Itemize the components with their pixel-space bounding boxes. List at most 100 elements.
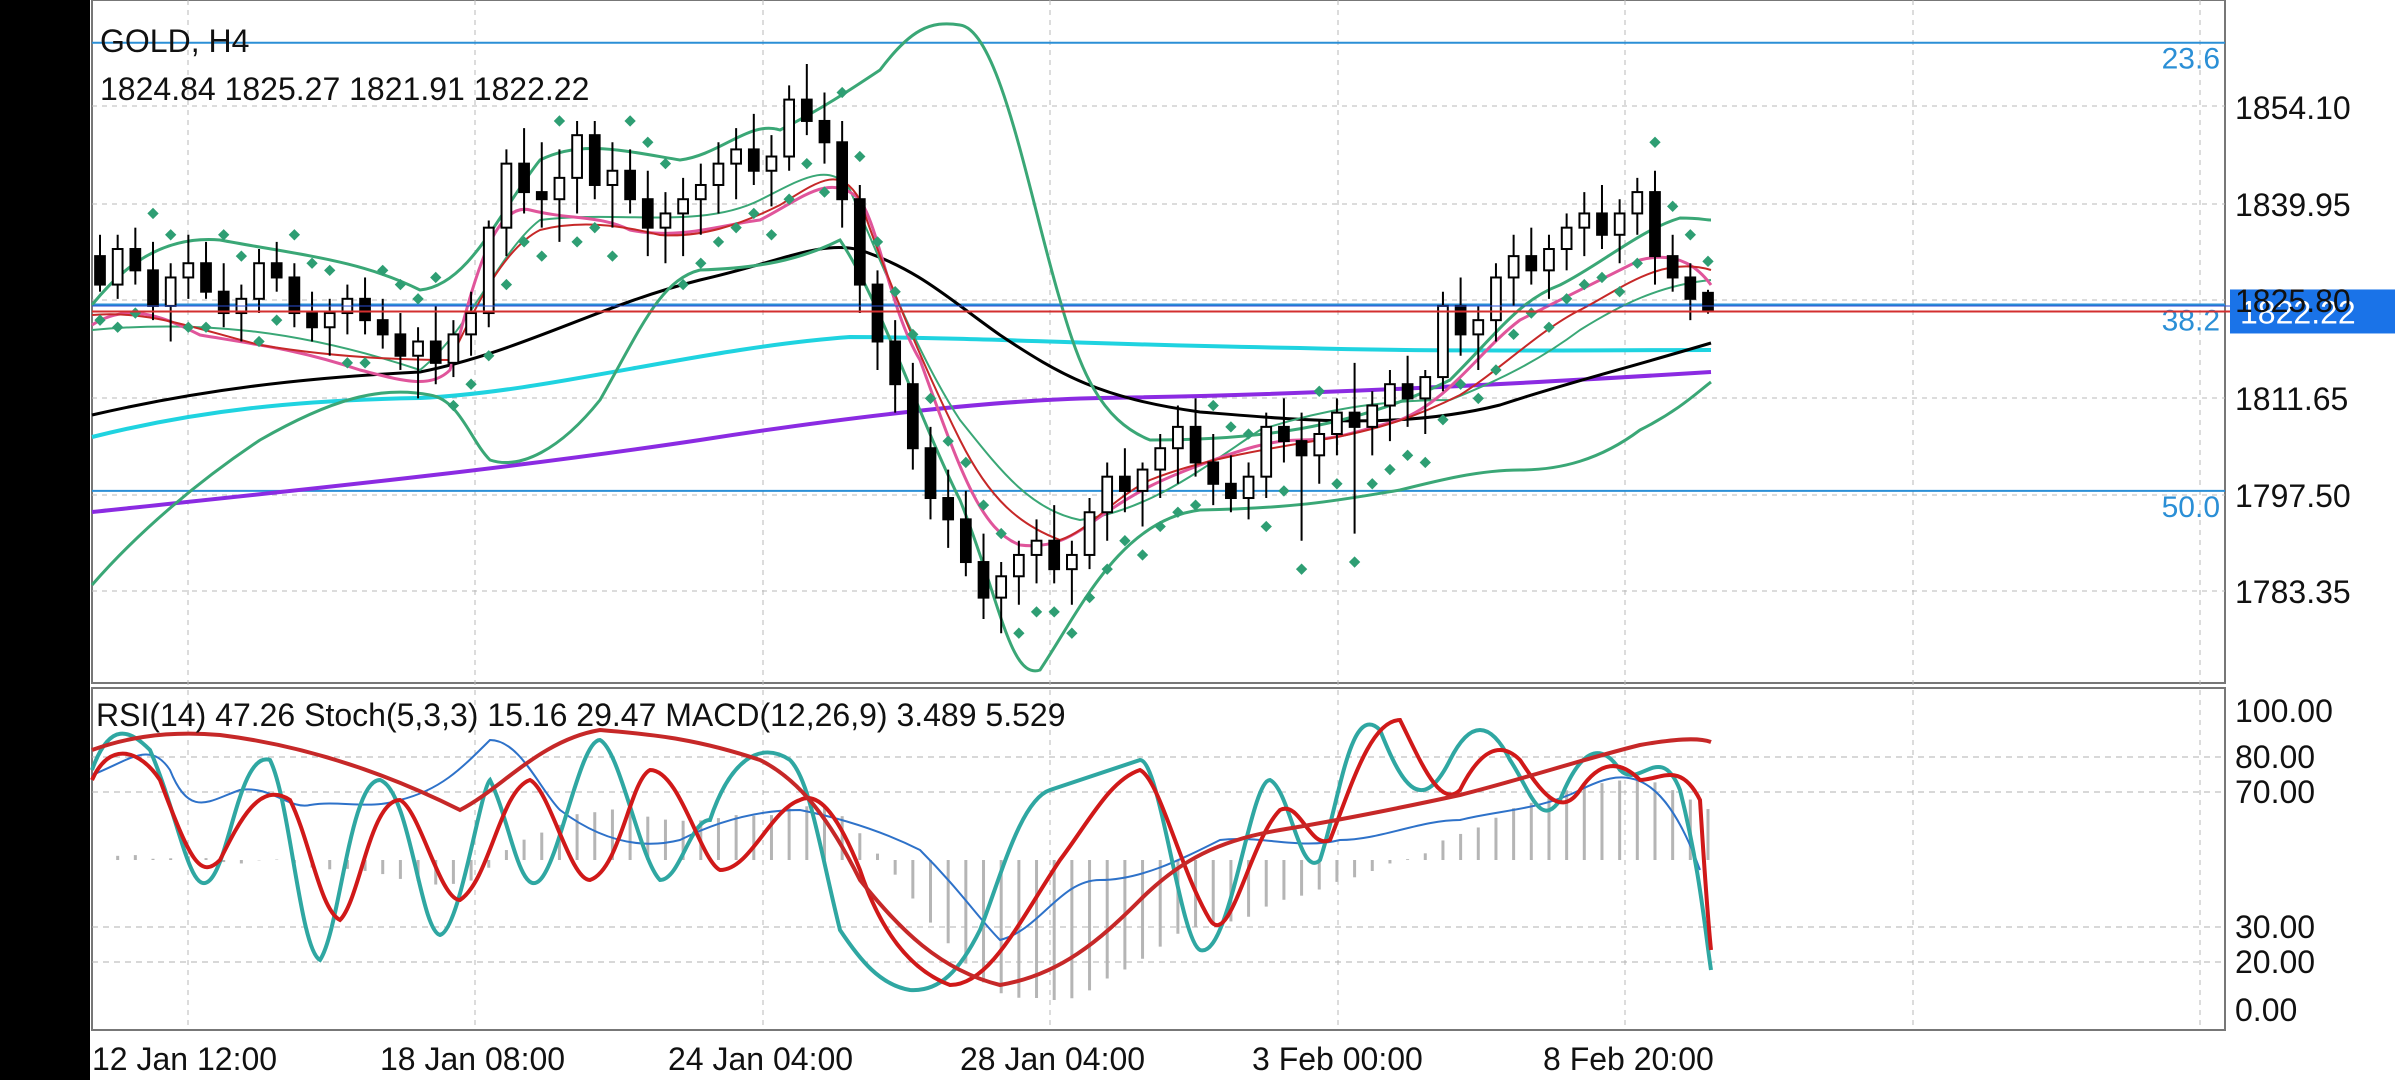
sar-dot: [377, 264, 389, 277]
sar-dot: [394, 278, 407, 291]
bollinger-lower: [90, 238, 1712, 673]
sar-dot: [200, 321, 212, 333]
sar-dot: [1507, 328, 1520, 341]
sar-dot: [430, 271, 442, 284]
candle-body: [995, 575, 1008, 599]
sar-dot: [1667, 200, 1679, 212]
osc-label: 80.00: [2235, 739, 2315, 775]
price-label: 1811.65: [2235, 381, 2348, 417]
candle-body: [1507, 255, 1520, 279]
candle-body: [200, 262, 212, 293]
fib-label-50-0: 50.0: [2162, 491, 2220, 524]
sar-dot: [695, 257, 707, 269]
candle-body: [1119, 475, 1131, 492]
sar-dot: [1366, 478, 1378, 490]
candle-body: [412, 340, 424, 357]
sar-dot: [1702, 255, 1714, 267]
candle-body: [1613, 212, 1626, 236]
candle-body: [1525, 255, 1538, 272]
sar-dot: [571, 236, 583, 248]
sar-dot: [447, 399, 460, 412]
sar-dot: [1384, 463, 1396, 476]
fib-label-23-6: 23.6: [2162, 43, 2220, 76]
sar-dot: [218, 229, 230, 241]
candle-body: [1419, 376, 1432, 400]
candle-body: [1490, 276, 1502, 322]
candle-body: [1401, 383, 1414, 400]
candle-body: [624, 169, 636, 201]
sar-dot: [589, 222, 601, 234]
current-price-label: 1822.22: [2240, 294, 2356, 330]
candle-body: [694, 183, 707, 201]
sar-dot: [553, 115, 566, 127]
sar-dot: [818, 186, 831, 198]
price-label: 1825.80: [2235, 283, 2351, 319]
candle-body: [394, 333, 407, 357]
time-label: 8 Feb 20:00: [1543, 1041, 1714, 1077]
fibonacci-levels: 23.6 38.2 50.0: [92, 41, 2225, 524]
sar-dot: [1454, 378, 1467, 390]
sar-dot: [1472, 392, 1484, 405]
candle-body: [712, 162, 725, 186]
candle-body: [111, 248, 124, 286]
current-price-tag: [2230, 289, 2395, 334]
time-label: 18 Jan 08:00: [380, 1041, 565, 1077]
bollinger-middle: [91, 173, 1712, 522]
macd-signal-line: [91, 727, 1712, 988]
sar-dot: [1543, 321, 1555, 333]
candle-body: [1348, 411, 1361, 428]
candle-body: [1136, 468, 1149, 492]
sar-dot: [801, 157, 813, 170]
sar-dot: [1030, 606, 1043, 618]
sar-dot: [960, 456, 972, 469]
oscillator-header: RSI(14) 47.26 Stoch(5,3,3) 15.16 29.47 M…: [96, 697, 1065, 733]
sar-dot: [518, 236, 530, 248]
sar-dot: [288, 229, 301, 241]
price-label: 1854.10: [2235, 90, 2351, 126]
price-label: 1839.95: [2235, 187, 2351, 223]
candle-body: [1666, 255, 1679, 279]
candle-body: [1207, 461, 1220, 485]
candle-body: [1331, 411, 1343, 435]
stoch-signal-line: [90, 717, 1713, 988]
sar-dot: [1560, 293, 1573, 305]
osc-label: 0.00: [2235, 992, 2297, 1028]
sar-dot: [677, 278, 689, 291]
price-panel-frame: [91, 0, 2226, 684]
sar-dot: [1578, 278, 1590, 291]
sar-dot: [765, 229, 778, 241]
candle-body: [571, 134, 583, 179]
candle-body: [1702, 291, 1714, 313]
sar-dot: [1278, 485, 1290, 497]
sar-dot: [412, 293, 424, 305]
candle-body: [164, 276, 177, 307]
candle-body: [942, 497, 955, 521]
candle-body: [182, 262, 195, 279]
oscillator-axis: 100.00 80.00 70.00 30.00 20.00 0.00: [2235, 693, 2333, 1028]
candle-body: [818, 119, 831, 144]
sar-dot: [1313, 385, 1325, 397]
sar-dot: [1136, 549, 1149, 561]
time-label: 24 Jan 04:00: [668, 1041, 853, 1077]
candle-body: [482, 226, 495, 315]
sar-dot: [465, 378, 477, 390]
candle-body: [553, 176, 566, 201]
osc-label: 100.00: [2235, 693, 2333, 729]
candle-body: [1596, 212, 1608, 236]
candle-body: [1278, 425, 1290, 443]
candle-body: [288, 276, 301, 315]
bollinger-upper: [90, 22, 1712, 442]
candle-body: [253, 262, 265, 300]
sar-dot: [606, 250, 619, 262]
sar-dot: [1684, 229, 1696, 241]
ohlc-readout: 1824.84 1825.27 1821.91 1822.22: [100, 71, 589, 107]
sar-dot: [1401, 449, 1414, 461]
sar-dot: [235, 250, 248, 262]
sar-dot: [889, 286, 901, 298]
device-bezel: [0, 0, 90, 1080]
sar-dot: [1101, 563, 1113, 575]
candle-body: [747, 148, 760, 172]
sar-dot: [642, 136, 654, 148]
candle-body: [1649, 191, 1661, 258]
